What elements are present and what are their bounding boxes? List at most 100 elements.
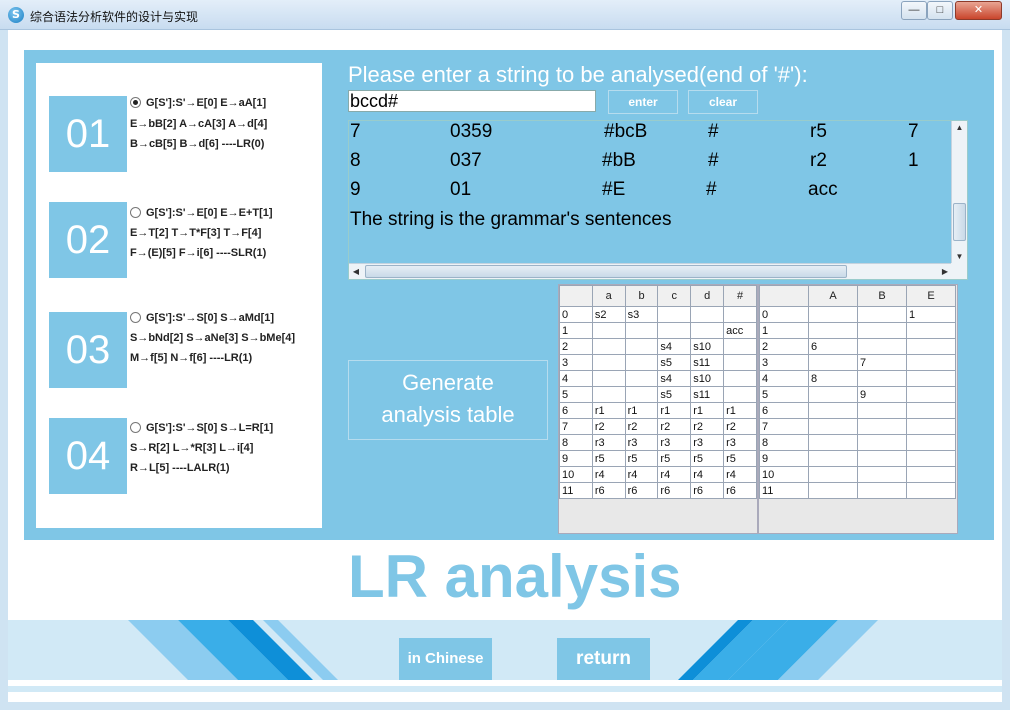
grammar-option-04-radio[interactable]: G[S']:S'→S[0] S→L=R[1]	[130, 422, 273, 434]
table-cell[interactable]	[857, 370, 907, 387]
table-cell[interactable]: r6	[690, 482, 725, 499]
table-cell[interactable]	[723, 370, 757, 387]
state-cell[interactable]: 2	[759, 338, 809, 355]
table-cell[interactable]: s11	[690, 386, 725, 403]
state-cell[interactable]: 7	[759, 418, 809, 435]
state-cell[interactable]: 1	[559, 322, 593, 339]
vertical-scrollbar[interactable]: ▲ ▼	[951, 121, 967, 264]
table-cell[interactable]	[808, 434, 858, 451]
table-row[interactable]: 7 r2 r2 r2 r2 r2	[559, 418, 757, 435]
table-cell[interactable]: 9	[857, 386, 907, 403]
radio-icon[interactable]	[130, 312, 141, 323]
table-cell[interactable]: 1	[906, 306, 956, 323]
grammar-option-01-radio[interactable]: G[S']:S'→E[0] E→aA[1]	[130, 97, 266, 109]
goto-table[interactable]: A B E 0 1 1 2 6 3 7 4 8 5 9 6 7 8 9 10 11	[758, 284, 958, 534]
scroll-up-icon[interactable]: ▲	[955, 123, 964, 132]
enter-button[interactable]: enter	[608, 90, 678, 114]
horizontal-scrollbar[interactable]: ◀ ▶	[349, 263, 952, 279]
state-cell[interactable]: 4	[559, 370, 593, 387]
table-cell[interactable]	[906, 466, 956, 483]
table-cell[interactable]	[906, 418, 956, 435]
table-cell[interactable]	[808, 306, 858, 323]
table-cell[interactable]: r4	[657, 466, 692, 483]
state-cell[interactable]: 6	[559, 402, 593, 419]
table-cell[interactable]: r4	[690, 466, 725, 483]
state-cell[interactable]: 2	[559, 338, 593, 355]
table-cell[interactable]	[808, 402, 858, 419]
analysis-result-area[interactable]: 7 0359 #bcB # r5 7 8 037 #bB # r2 1 9 01…	[348, 120, 968, 280]
table-cell[interactable]	[591, 354, 626, 371]
column-header[interactable]: c	[657, 285, 692, 307]
table-cell[interactable]: r5	[591, 450, 626, 467]
table-row[interactable]: 1 acc	[559, 322, 757, 339]
column-header[interactable]	[559, 285, 593, 307]
table-cell[interactable]	[857, 418, 907, 435]
radio-icon[interactable]	[130, 207, 141, 218]
table-cell[interactable]	[906, 322, 956, 339]
return-button[interactable]: return	[557, 638, 650, 680]
table-row[interactable]: 9	[759, 450, 956, 467]
table-cell[interactable]: r1	[624, 402, 659, 419]
table-cell[interactable]	[857, 402, 907, 419]
table-cell[interactable]: r6	[657, 482, 692, 499]
table-cell[interactable]	[906, 402, 956, 419]
table-cell[interactable]: acc	[723, 322, 757, 339]
table-cell[interactable]	[808, 466, 858, 483]
state-cell[interactable]: 11	[559, 482, 593, 499]
table-row[interactable]: 3 s5 s11	[559, 354, 757, 371]
column-header[interactable]: #	[723, 285, 757, 307]
table-cell[interactable]: s3	[624, 306, 659, 323]
table-cell[interactable]	[657, 322, 692, 339]
state-cell[interactable]: 11	[759, 482, 809, 499]
table-cell[interactable]	[808, 322, 858, 339]
scroll-down-icon[interactable]: ▼	[955, 252, 964, 261]
table-cell[interactable]: r5	[657, 450, 692, 467]
column-header[interactable]	[759, 285, 809, 307]
table-cell[interactable]	[906, 338, 956, 355]
table-cell[interactable]	[857, 482, 907, 499]
table-cell[interactable]	[906, 354, 956, 371]
table-cell[interactable]	[624, 322, 659, 339]
table-cell[interactable]: r2	[723, 418, 757, 435]
table-cell[interactable]: s10	[690, 370, 725, 387]
table-cell[interactable]: s4	[657, 370, 692, 387]
maximize-button[interactable]: □	[927, 1, 953, 20]
column-header[interactable]: d	[690, 285, 725, 307]
table-cell[interactable]	[857, 322, 907, 339]
table-cell[interactable]	[906, 386, 956, 403]
table-cell[interactable]: s5	[657, 354, 692, 371]
column-header[interactable]: E	[906, 285, 956, 307]
table-cell[interactable]	[808, 386, 858, 403]
state-cell[interactable]: 10	[559, 466, 593, 483]
table-cell[interactable]	[906, 370, 956, 387]
table-cell[interactable]	[624, 386, 659, 403]
table-cell[interactable]: r6	[624, 482, 659, 499]
table-cell[interactable]: r6	[591, 482, 626, 499]
minimize-button[interactable]: —	[901, 1, 927, 20]
state-cell[interactable]: 5	[559, 386, 593, 403]
table-cell[interactable]: s10	[690, 338, 725, 355]
table-row[interactable]: 10	[759, 466, 956, 483]
table-cell[interactable]: r4	[723, 466, 757, 483]
close-button[interactable]: ✕	[955, 1, 1002, 20]
table-row[interactable]: 10 r4 r4 r4 r4 r4	[559, 466, 757, 483]
table-row[interactable]: 6 r1 r1 r1 r1 r1	[559, 402, 757, 419]
table-row[interactable]: 4 s4 s10	[559, 370, 757, 387]
table-cell[interactable]: r3	[723, 434, 757, 451]
table-cell[interactable]: r3	[657, 434, 692, 451]
table-row[interactable]: 5 s5 s11	[559, 386, 757, 403]
table-cell[interactable]: r3	[690, 434, 725, 451]
state-cell[interactable]: 0	[559, 306, 593, 323]
column-header[interactable]: a	[591, 285, 626, 307]
generate-analysis-table-button[interactable]: Generate analysis table	[348, 360, 548, 440]
table-cell[interactable]	[591, 338, 626, 355]
state-cell[interactable]: 1	[759, 322, 809, 339]
state-cell[interactable]: 10	[759, 466, 809, 483]
table-row[interactable]: 0 s2 s3	[559, 306, 757, 323]
table-cell[interactable]: s2	[591, 306, 626, 323]
